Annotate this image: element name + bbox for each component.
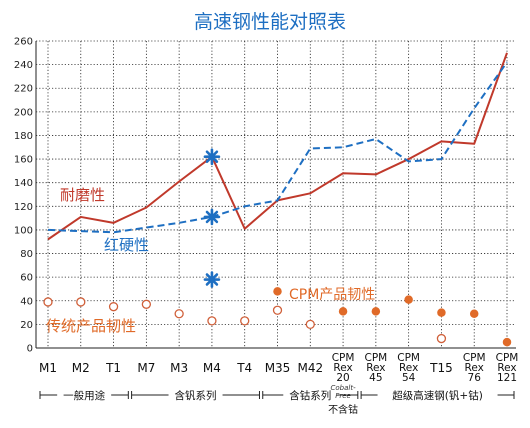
cpm-toughness-point <box>437 308 446 317</box>
y-tick-label: 0 <box>27 344 33 355</box>
axes: 0 20 40 60 80 100 120 140 160 180 200 220 240 260 <box>14 37 516 355</box>
x-tick-label: CPM <box>463 352 486 364</box>
y-tick-label: 260 <box>14 37 33 48</box>
annotation-cobalt: Cobalt- <box>331 384 357 392</box>
group-label: 超级高速钢(钒+钴) <box>392 389 483 402</box>
conventional-toughness-point <box>174 309 184 319</box>
y-tick-label: 240 <box>14 60 33 71</box>
x-tick-label: CPM <box>496 352 519 364</box>
x-tick-label: T4 <box>236 361 252 375</box>
x-tick-label: CPM <box>397 352 420 364</box>
group-label: 一般用途 <box>63 389 105 402</box>
annotation-free: Free <box>335 392 351 400</box>
x-tick-label: CPM <box>364 352 387 364</box>
x-tick-label: M35 <box>265 361 291 375</box>
cpm-toughness-point <box>371 307 381 316</box>
label-cpm-toughness: CPM产品韧性 <box>289 287 375 303</box>
cpm-toughness-point <box>469 309 479 319</box>
y-tick-label: 20 <box>20 320 33 331</box>
x-tick-label: 121 <box>497 372 517 384</box>
y-tick-label: 200 <box>14 107 33 118</box>
x-tick-label: 20 <box>336 372 349 384</box>
series-line-red-hardness <box>47 61 508 234</box>
x-tick-label: M3 <box>170 361 188 375</box>
cpm-toughness-point <box>404 295 413 304</box>
conventional-toughness-point <box>305 319 315 330</box>
x-tick-label: M1 <box>39 361 57 375</box>
y-tick-label: 40 <box>20 296 33 307</box>
cpm-toughness-point <box>502 337 512 347</box>
cpm-toughness-point <box>273 287 282 296</box>
x-tick-label: T1 <box>105 361 121 375</box>
grid <box>36 40 516 349</box>
conventional-toughness-point <box>240 316 250 326</box>
group-note: 不含钴 <box>328 403 358 416</box>
y-tick-label: 140 <box>14 178 33 189</box>
y-tick-label: 120 <box>14 202 33 213</box>
y-tick-label: 60 <box>20 273 33 284</box>
conventional-toughness-point <box>207 316 217 326</box>
x-tick-label: Rex <box>497 362 516 374</box>
label-red-hardness: 红硬性 <box>104 236 149 254</box>
y-tick-label: 180 <box>14 131 33 142</box>
x-tick-label: M7 <box>137 361 155 375</box>
y-tick-label: 160 <box>14 155 33 166</box>
conventional-toughness-point <box>76 297 86 307</box>
conventional-toughness-point <box>436 333 447 344</box>
x-tick-label: 76 <box>468 372 482 384</box>
star-marker <box>203 148 221 166</box>
label-conventional-toughness: 传统产品韧性 <box>46 317 136 335</box>
x-tick-label: Rex <box>333 362 352 374</box>
conventional-toughness-point <box>43 297 53 307</box>
star-marker <box>203 271 221 288</box>
x-tick-label: Rex <box>399 362 418 374</box>
x-tick-label: 54 <box>402 372 416 384</box>
cpm-toughness-point <box>338 307 348 316</box>
x-tick-label: 45 <box>369 372 382 384</box>
x-tick-label: T15 <box>429 361 453 375</box>
conventional-toughness-point <box>141 299 152 309</box>
x-tick-label: Rex <box>366 362 385 374</box>
group-label: 含钴系列 <box>289 389 331 402</box>
star-marker <box>203 208 221 226</box>
chart-title: 高速钢性能对照表 <box>194 11 346 33</box>
y-tick-label: 220 <box>14 84 33 95</box>
x-tick-label: M2 <box>72 361 90 375</box>
y-tick-label: 80 <box>20 249 33 260</box>
x-tick-label: CPM <box>332 352 355 364</box>
conventional-toughness-point <box>272 305 283 315</box>
label-wear-resistance: 耐磨性 <box>60 186 105 204</box>
series-layer <box>43 52 512 347</box>
y-tick-label: 100 <box>14 225 33 236</box>
x-tick-label: M4 <box>203 361 221 375</box>
x-tick-label: Rex <box>465 362 484 374</box>
conventional-toughness-point <box>108 302 119 312</box>
x-tick-labels: M1 M2 T1 M7 M3 M4 T4 M35 M42CPMRex20CPMRex45CPMR… <box>39 352 518 400</box>
x-tick-label: M42 <box>297 361 323 375</box>
group-label: 含钒系列 <box>175 389 217 402</box>
